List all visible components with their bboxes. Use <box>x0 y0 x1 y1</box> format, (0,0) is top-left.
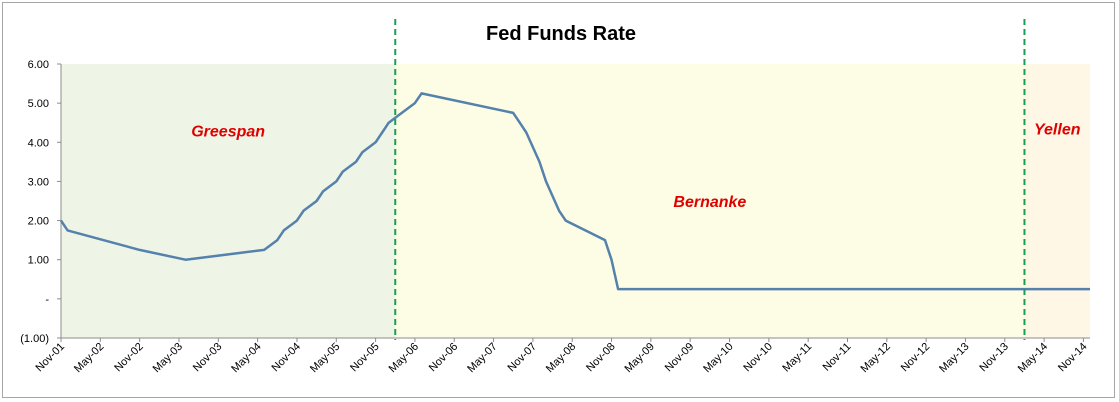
x-tick-label: Nov-11 <box>821 341 854 374</box>
x-tick-label: Nov-09 <box>663 341 697 375</box>
y-tick-label: 2.00 <box>28 216 49 228</box>
x-tick-label: May-11 <box>780 341 814 375</box>
x-tick-label: May-03 <box>151 341 185 375</box>
x-tick-label: May-07 <box>465 341 499 375</box>
x-tick-label: Nov-02 <box>112 341 146 375</box>
x-tick-label: Nov-13 <box>977 341 1011 375</box>
x-tick-label: May-12 <box>859 341 893 375</box>
x-tick-label: Nov-06 <box>427 341 461 375</box>
y-tick-label: 3.00 <box>28 176 49 188</box>
x-tick-label: May-05 <box>308 341 342 375</box>
x-tick-label: Nov-12 <box>899 341 933 375</box>
x-tick-label: Nov-05 <box>348 341 382 375</box>
y-tick-label: 4.00 <box>28 137 49 149</box>
x-tick-label: Nov-14 <box>1056 341 1090 375</box>
y-tick-label: 1.00 <box>28 255 49 267</box>
y-tick-label: 5.00 <box>28 98 49 110</box>
x-tick-label: Nov-01 <box>34 341 68 375</box>
fed-funds-chart: 6.005.004.003.002.001.00-(1.00) Nov-01 Ma… <box>20 19 1090 375</box>
era-band-yellen <box>1024 64 1090 338</box>
x-tick-label: Nov-07 <box>505 341 539 375</box>
era-label-bernanke: Bernanke <box>673 194 746 211</box>
y-tick-label: 6.00 <box>28 59 49 71</box>
x-tick-label: May-09 <box>623 341 657 375</box>
chart-title: Fed Funds Rate <box>486 23 636 45</box>
x-tick-label: May-10 <box>701 341 735 375</box>
rate-line <box>59 92 1090 291</box>
x-tick-label: Nov-03 <box>191 341 225 375</box>
chart-frame: 6.00 5.00 4.00 3.00 2.00 1.00- (1.00) Nov-01 Ma… <box>2 2 1115 398</box>
y-tick-label: (1.00) <box>20 333 49 345</box>
x-tick-label: May-02 <box>72 341 106 375</box>
era-label-yellen: Yellen <box>1034 122 1081 139</box>
x-tick-label: Nov-04 <box>270 341 304 375</box>
y-tick-label: - <box>45 294 49 306</box>
era-band-greespan <box>61 64 396 338</box>
era-label-greespan: Greespan <box>191 124 265 141</box>
x-tick-label: May-14 <box>1016 341 1050 375</box>
x-tick-label: May-08 <box>544 341 578 375</box>
x-tick-label: May-06 <box>387 341 421 375</box>
x-tick-label: Nov-10 <box>741 341 775 375</box>
x-tick-label: May-13 <box>937 341 971 375</box>
x-tick-label: May-04 <box>229 341 263 375</box>
x-tick-label: Nov-08 <box>584 341 618 375</box>
